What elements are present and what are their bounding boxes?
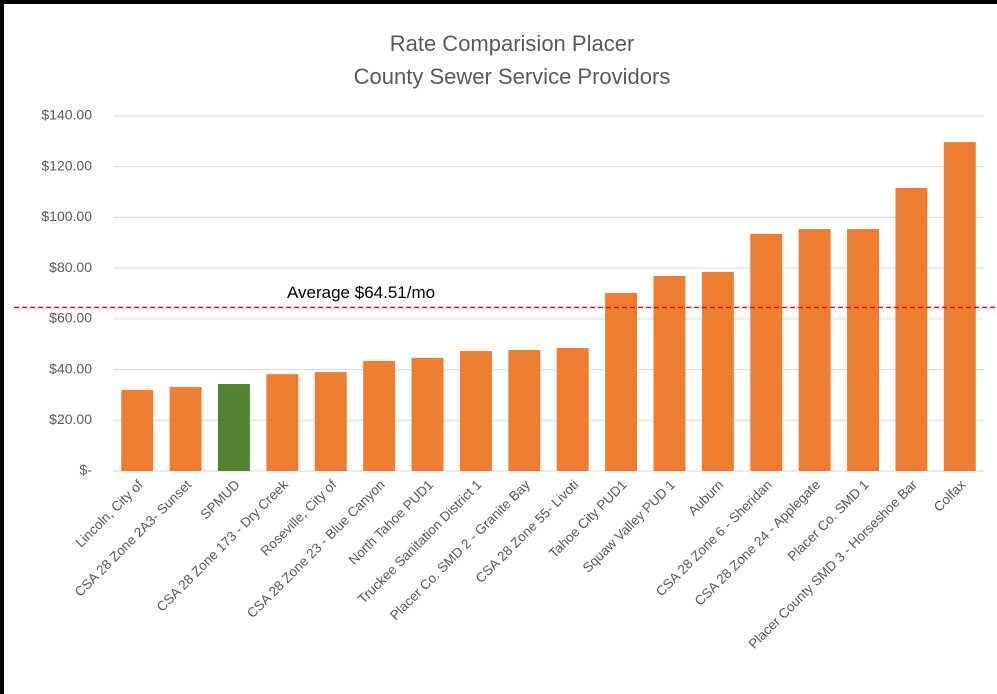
bar — [895, 188, 928, 471]
bar — [847, 229, 879, 471]
bar — [701, 271, 734, 471]
bar — [266, 374, 299, 471]
annotation: Average $64.51/mo — [287, 283, 435, 302]
y-tick-label: $140.00 — [41, 107, 92, 123]
bar — [508, 350, 541, 471]
y-tick-label: $60.00 — [49, 310, 92, 326]
chart-title: Rate Comparision Placer — [390, 31, 635, 56]
y-tick-label: $- — [80, 462, 93, 478]
bar — [411, 357, 444, 471]
bar — [556, 348, 589, 471]
y-tick-label: $120.00 — [41, 157, 92, 173]
y-tick-label: $20.00 — [49, 411, 92, 427]
chart-title: County Sewer Service Providors — [354, 64, 671, 89]
y-tick-label: $40.00 — [49, 360, 92, 376]
bar — [314, 372, 347, 471]
y-tick-label: $100.00 — [41, 208, 92, 224]
bar — [943, 142, 976, 471]
bar — [653, 276, 686, 471]
bar — [750, 233, 783, 471]
bar — [459, 351, 492, 471]
bar — [218, 384, 250, 471]
bar — [363, 360, 396, 471]
bar — [798, 229, 831, 471]
bar — [605, 292, 638, 471]
y-tick-label: $80.00 — [49, 259, 92, 275]
bar — [121, 389, 154, 471]
bar — [169, 387, 202, 471]
